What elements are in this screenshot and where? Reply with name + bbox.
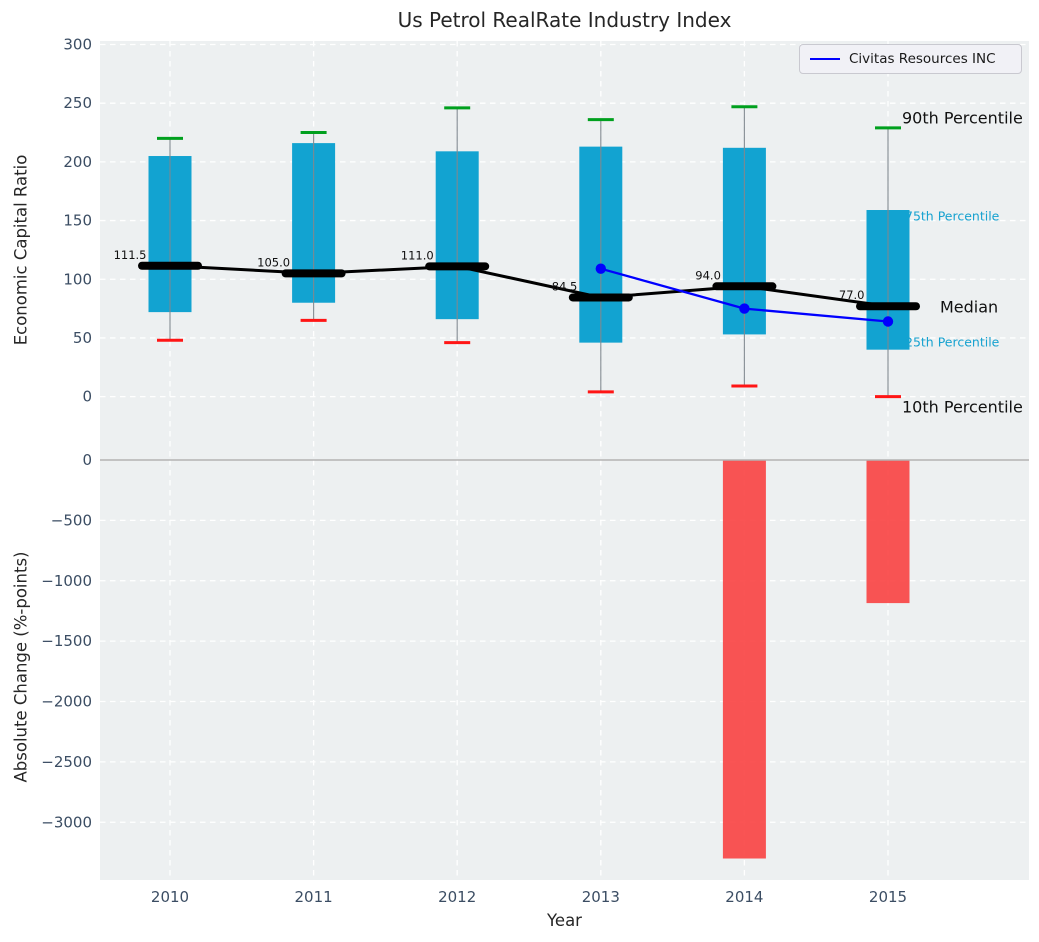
change-bar <box>722 460 766 859</box>
y-tick-label: 0 <box>82 451 92 469</box>
median-value-label: 84.5 <box>552 279 578 293</box>
y-tick-label: −2500 <box>41 753 92 771</box>
y-tick-label: −1000 <box>41 572 92 590</box>
change-bar <box>866 460 910 604</box>
company-point <box>595 263 606 274</box>
y-tick-label: −2000 <box>41 693 92 711</box>
y-tick-label: −1500 <box>41 632 92 650</box>
median-value-label: 77.0 <box>839 288 865 302</box>
p75-annotation: 75th Percentile <box>905 208 1000 224</box>
legend: Civitas Resources INC <box>799 44 1022 74</box>
legend-line-sample <box>810 58 840 60</box>
x-tick-label: 2015 <box>869 888 907 906</box>
y-tick-label: −500 <box>51 511 92 529</box>
y-tick-label: 0 <box>82 388 92 406</box>
x-tick-label: 2014 <box>725 888 763 906</box>
x-axis-label: Year <box>547 911 582 930</box>
legend-label: Civitas Resources INC <box>849 51 996 67</box>
y-tick-label: 50 <box>73 329 92 347</box>
median-value-label: 105.0 <box>257 255 290 269</box>
y-tick-label: 200 <box>63 153 92 171</box>
median-value-label: 94.0 <box>695 268 721 282</box>
x-tick-label: 2010 <box>151 888 189 906</box>
x-tick-label: 2012 <box>438 888 476 906</box>
y-tick-label: 250 <box>63 94 92 112</box>
y-tick-label: 300 <box>63 36 92 54</box>
x-tick-label: 2013 <box>582 888 620 906</box>
median-value-label: 111.0 <box>401 248 434 262</box>
median-value-label: 111.5 <box>114 248 147 262</box>
y-tick-label: −3000 <box>41 813 92 831</box>
x-tick-label: 2011 <box>295 888 333 906</box>
y-axis-label-top: Economic Capital Ratio <box>11 154 31 346</box>
median-annotation: Median <box>940 297 999 317</box>
p10-annotation: 10th Percentile <box>902 397 1023 417</box>
p25-annotation: 25th Percentile <box>905 334 1000 350</box>
company-point <box>882 316 894 327</box>
p90-annotation: 90th Percentile <box>902 108 1023 128</box>
y-tick-label: 150 <box>63 212 92 230</box>
y-tick-label: 100 <box>63 270 92 288</box>
chart-title: Us Petrol RealRate Industry Index <box>397 8 732 32</box>
company-point <box>739 303 750 314</box>
y-axis-label-bottom: Absolute Change (%-points) <box>11 551 31 783</box>
